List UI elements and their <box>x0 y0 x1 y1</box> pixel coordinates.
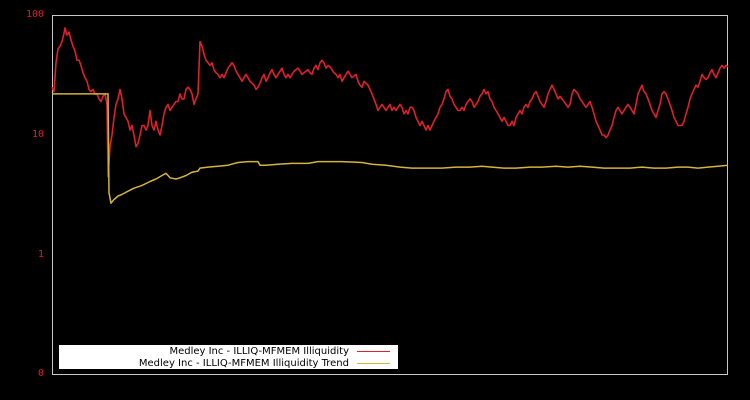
legend-entry-illiquidity: Medley Inc - ILLIQ-MFMEM Illiquidity <box>169 345 390 357</box>
legend-label-illiquidity: Medley Inc - ILLIQ-MFMEM Illiquidity <box>169 345 349 357</box>
y-tick-label-100: 100 <box>25 9 44 20</box>
legend-swatch-trend <box>357 362 390 364</box>
legend-swatch-illiquidity <box>357 350 390 352</box>
series-layer <box>51 27 729 204</box>
series-line-illiquidity <box>51 27 729 178</box>
series-line-trend <box>52 93 729 204</box>
y-tick-label-1: 1 <box>37 249 44 260</box>
legend-entry-trend: Medley Inc - ILLIQ-MFMEM Illiquidity Tre… <box>139 357 390 369</box>
y-tick-label-0: 0 <box>37 368 44 379</box>
plot-area-frame <box>52 15 728 375</box>
chart-legend: Medley Inc - ILLIQ-MFMEM Illiquidity Med… <box>59 345 398 369</box>
legend-label-trend: Medley Inc - ILLIQ-MFMEM Illiquidity Tre… <box>138 357 349 369</box>
y-tick-label-10: 10 <box>31 129 44 140</box>
